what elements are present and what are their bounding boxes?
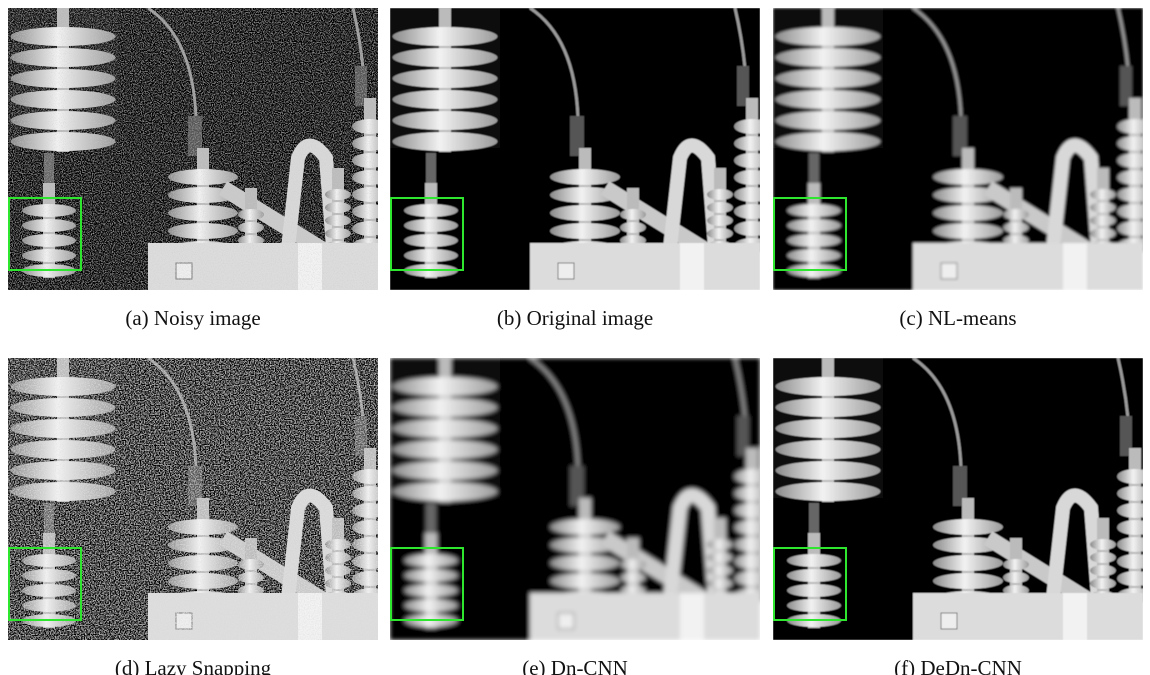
figure: (a) Noisy image (b) Original image (c) N… <box>0 0 1150 675</box>
caption: (c) NL-means <box>773 306 1143 331</box>
panel: (c) NL-means <box>773 8 1143 331</box>
panel: (d) Lazy Snapping <box>8 358 378 675</box>
caption: (d) Lazy Snapping <box>8 656 378 675</box>
result-image <box>773 8 1143 290</box>
result-image <box>390 8 760 290</box>
result-image <box>390 358 760 640</box>
panel: (f) DeDn-CNN <box>773 358 1143 675</box>
caption: (b) Original image <box>390 306 760 331</box>
panel: (b) Original image <box>390 8 760 331</box>
caption: (e) Dn-CNN <box>390 656 760 675</box>
caption: (a) Noisy image <box>8 306 378 331</box>
caption: (f) DeDn-CNN <box>773 656 1143 675</box>
result-image <box>773 358 1143 640</box>
panel: (a) Noisy image <box>8 8 378 331</box>
panel: (e) Dn-CNN <box>390 358 760 675</box>
result-image <box>8 358 378 640</box>
result-image <box>8 8 378 290</box>
